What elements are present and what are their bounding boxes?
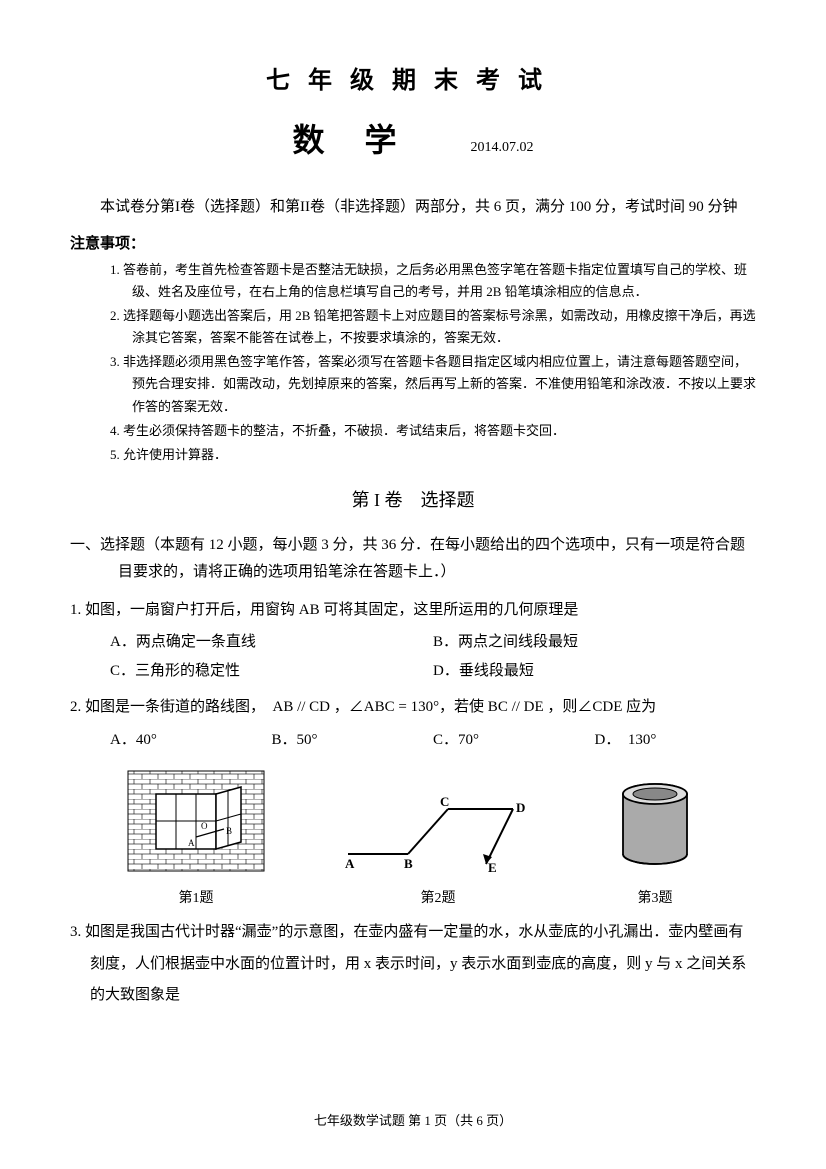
option-c: C．70° <box>433 726 595 755</box>
notice-item: 5. 允许使用计算器． <box>110 444 756 466</box>
notice-item: 4. 考生必须保持答题卡的整洁，不折叠，不破损．考试结束后，将答题卡交回． <box>110 420 756 442</box>
figure-caption: 第3题 <box>610 887 700 907</box>
figure-3: 第3题 <box>610 779 700 907</box>
question-text: 1. 如图，一扇窗户打开后，用窗钩 AB 可将其固定，这里所运用的几何原理是 <box>70 596 756 625</box>
figure-1: A B O 第1题 <box>126 769 266 907</box>
notice-item: 3. 非选择题必须用黑色签字笔作答，答案必须写在答题卡各题目指定区域内相应位置上… <box>110 351 756 417</box>
vessel-figure-icon <box>610 779 700 874</box>
figure-caption: 第2题 <box>338 887 538 907</box>
page-footer: 七年级数学试题 第 1 页（共 6 页） <box>0 1110 826 1129</box>
option-c: C．三角形的稳定性 <box>110 657 433 686</box>
svg-text:B: B <box>226 826 232 836</box>
question-options: A．40° B．50° C．70° D． 130° <box>70 726 756 755</box>
figures-row: A B O 第1题 A B C D E 第2题 第3题 <box>70 769 756 907</box>
exam-date: 2014.07.02 <box>471 140 534 156</box>
svg-text:D: D <box>516 800 525 815</box>
svg-text:A: A <box>345 856 355 871</box>
subject-label: 数学 <box>292 115 436 161</box>
notice-list: 1. 答卷前，考生首先检查答题卡是否整洁无缺损，之后务必用黑色签字笔在答题卡指定… <box>70 259 756 466</box>
exam-title: 七年级期末考试 <box>70 60 756 95</box>
option-d: D．垂线段最短 <box>433 657 756 686</box>
figure-caption: 第1题 <box>126 887 266 907</box>
option-b: B．50° <box>272 726 434 755</box>
svg-text:O: O <box>201 821 208 831</box>
question-1: 1. 如图，一扇窗户打开后，用窗钩 AB 可将其固定，这里所运用的几何原理是 A… <box>70 596 756 686</box>
question-text: 3. 如图是我国古代计时器“漏壶”的示意图，在壶内盛有一定量的水，水从壶底的小孔… <box>70 917 756 1012</box>
svg-text:A: A <box>188 838 195 848</box>
window-figure-icon: A B O <box>126 769 266 874</box>
street-figure-icon: A B C D E <box>338 794 538 874</box>
question-group-title: 一、选择题（本题有 12 小题，每小题 3 分，共 36 分．在每小题给出的四个… <box>70 532 756 586</box>
option-d: D． 130° <box>595 726 757 755</box>
option-a: A．40° <box>110 726 272 755</box>
exam-description: 本试卷分第I卷（选择题）和第II卷（非选择题）两部分，共 6 页，满分 100 … <box>70 191 756 224</box>
question-options: A．两点确定一条直线 B．两点之间线段最短 C．三角形的稳定性 D．垂线段最短 <box>70 628 756 685</box>
notice-item: 1. 答卷前，考生首先检查答题卡是否整洁无缺损，之后务必用黑色签字笔在答题卡指定… <box>110 259 756 303</box>
option-a: A．两点确定一条直线 <box>110 628 433 657</box>
notice-item: 2. 选择题每小题选出答案后，用 2B 铅笔把答题卡上对应题目的答案标号涂黑，如… <box>110 305 756 349</box>
svg-text:B: B <box>404 856 413 871</box>
svg-text:E: E <box>488 860 497 874</box>
question-3: 3. 如图是我国古代计时器“漏壶”的示意图，在壶内盛有一定量的水，水从壶底的小孔… <box>70 917 756 1012</box>
subtitle-row: 数学 2014.07.02 <box>70 115 756 161</box>
option-b: B．两点之间线段最短 <box>433 628 756 657</box>
question-2: 2. 如图是一条街道的路线图， AB // CD ，∠ABC = 130°，若使… <box>70 693 756 754</box>
notice-title: 注意事项： <box>70 232 756 253</box>
figure-2: A B C D E 第2题 <box>338 794 538 907</box>
svg-text:C: C <box>440 794 449 809</box>
section-title: 第 I 卷 选择题 <box>70 486 756 512</box>
question-text: 2. 如图是一条街道的路线图， AB // CD ，∠ABC = 130°，若使… <box>70 693 756 722</box>
